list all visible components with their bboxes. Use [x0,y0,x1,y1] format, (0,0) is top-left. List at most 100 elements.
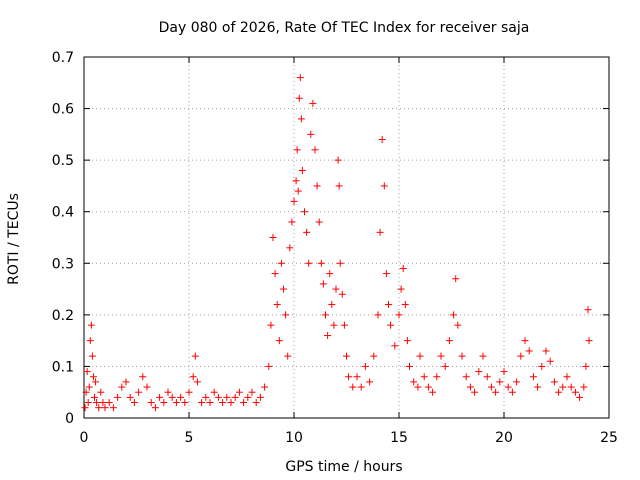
data-point [343,352,350,360]
data-point [397,285,405,293]
data-point [335,182,343,190]
data-point [376,228,384,236]
data-point [88,352,96,360]
data-point [298,166,306,174]
data-point [479,352,487,360]
data-point [399,264,407,272]
data-point [303,228,311,236]
plot-frame [83,56,610,419]
data-point [275,337,283,345]
data-point [387,321,395,329]
data-point [97,388,105,396]
data-point [525,347,533,355]
y-tick-label: 0.1 [52,359,74,375]
data-point [538,362,546,370]
data-point [315,218,323,226]
data-point [542,347,550,355]
grid-lines [84,57,609,418]
data-point [330,321,338,329]
data-point [156,393,164,401]
data-point [452,275,460,283]
data-point [219,399,227,407]
data-point [309,99,317,107]
data-point [89,373,97,381]
data-point [193,378,201,386]
data-point [85,383,93,391]
data-point [361,362,369,370]
data-point [334,156,342,164]
data-point [273,301,281,309]
data-point [571,388,579,396]
data-point [240,399,248,407]
data-point [290,197,298,205]
data-point [280,285,287,293]
data-points [81,74,593,412]
data-point [529,373,537,381]
data-point [99,399,107,407]
x-tick-label: 20 [495,430,513,446]
x-tick-label: 5 [185,430,194,446]
data-point [87,321,95,329]
y-tick-label: 0.2 [52,308,74,324]
data-point [450,311,458,319]
data-point [223,393,231,401]
chart-title: Day 080 of 2026, Rate Of TEC Index for r… [159,20,530,36]
data-point [160,399,168,407]
data-point [235,388,243,396]
data-point [546,357,554,365]
data-point [458,352,466,360]
data-point [322,311,329,319]
data-point [122,378,130,386]
data-point [143,383,151,391]
data-point [487,383,495,391]
data-point [349,383,357,391]
data-point [521,337,529,345]
data-point [391,342,399,350]
data-point [151,404,159,412]
y-tick-label: 0.5 [52,153,74,169]
data-point [406,362,413,370]
x-tick-label: 0 [80,430,89,446]
data-point [198,399,206,407]
data-point [101,404,109,412]
data-point [414,383,422,391]
data-point [91,393,98,401]
data-point [462,373,470,381]
data-point [271,270,279,278]
x-tick-label: 10 [285,430,303,446]
data-point [336,259,344,267]
data-point [332,285,340,293]
data-point [191,352,199,360]
data-point [189,373,197,381]
data-point [92,378,100,386]
data-point [206,399,214,407]
data-point [534,383,542,391]
data-point [286,244,294,252]
data-point [202,393,210,401]
data-point [256,393,264,401]
data-point [338,290,346,298]
data-point [282,311,290,319]
data-point [454,321,462,329]
data-point [244,393,252,401]
data-point [403,337,411,345]
data-point [126,393,134,401]
data-point [317,259,325,267]
data-point [357,383,365,391]
data-point [492,388,500,396]
y-tick-label: 0.6 [52,102,74,118]
data-point [295,94,303,102]
data-point [382,270,390,278]
data-point [324,331,332,339]
data-point [555,388,563,396]
data-point [374,311,382,319]
data-point [293,146,301,154]
data-point [513,378,521,386]
data-point [210,388,218,396]
data-point [429,388,437,396]
data-point [424,383,432,391]
data-point [297,115,305,123]
data-point [181,399,189,407]
